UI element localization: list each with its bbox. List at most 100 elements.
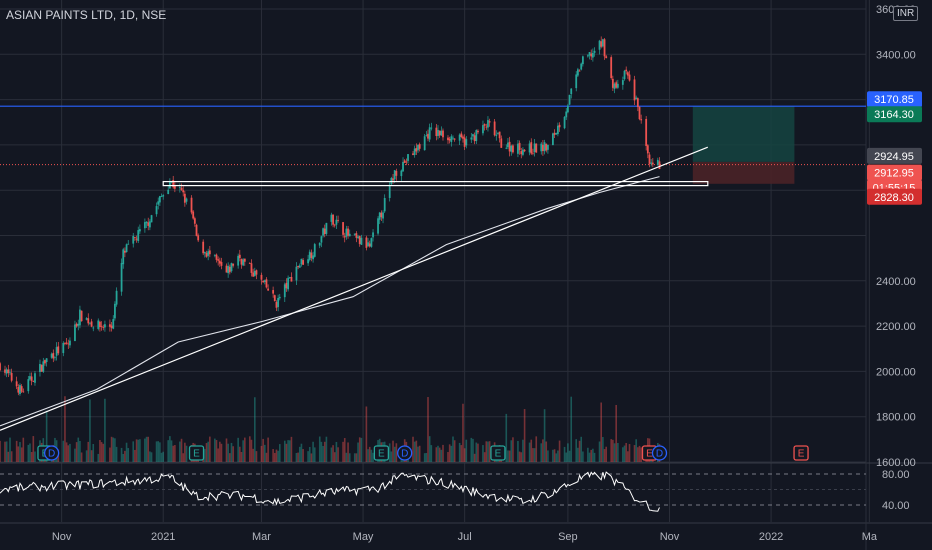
volume-bar: [440, 449, 443, 462]
earnings-icon: [793, 445, 809, 461]
price-badge-bg: [867, 188, 922, 205]
price-badge: 2912.95: [867, 164, 922, 181]
volume-bar: [229, 453, 231, 462]
volume-bar: [237, 437, 239, 462]
candle-body: [250, 263, 253, 273]
volume-bar: [427, 397, 429, 462]
volume-bar: [633, 445, 636, 462]
volume-bar: [345, 452, 348, 462]
price-badge-text: 3164.30: [874, 109, 914, 121]
volume-bar: [85, 450, 88, 462]
candle-body: [427, 133, 429, 139]
volume-bar: [617, 442, 619, 462]
candle-body: [110, 325, 113, 328]
earnings-icon: [490, 445, 506, 461]
candle-body: [275, 302, 278, 308]
candle-body: [507, 142, 509, 148]
volume-bar: [9, 437, 11, 462]
rsi-pane: 80.00 40.00: [0, 469, 910, 512]
volume-bar: [485, 441, 488, 462]
candle-body: [145, 221, 148, 224]
volume-bar: [437, 445, 439, 462]
candle-body: [355, 233, 358, 238]
candle-body: [205, 252, 208, 257]
volume-bar: [77, 437, 80, 462]
volume-bar: [477, 443, 479, 462]
volume-bar: [75, 442, 78, 462]
candle-body: [343, 236, 346, 238]
volume-bar: [627, 451, 629, 462]
volume-bar: [260, 445, 263, 462]
candle-body: [195, 224, 198, 236]
volume-bar: [438, 447, 441, 462]
volume-bar: [628, 444, 631, 462]
candle-body: [74, 324, 76, 342]
price-badge-text: 2924.95: [874, 151, 914, 163]
volume-bar: [545, 441, 548, 462]
candle-body: [0, 363, 1, 371]
candle-body: [79, 309, 81, 326]
time-tick-label: 2021: [151, 531, 175, 543]
volume-bar: [487, 441, 489, 462]
candle-body: [610, 57, 613, 78]
volume-bar: [517, 440, 519, 462]
volume-bar: [99, 440, 101, 462]
trend-line: [0, 146, 709, 431]
volume-bar: [558, 440, 561, 462]
volume-bar: [109, 447, 111, 462]
volume-bar: [547, 450, 549, 462]
candle-body: [158, 196, 161, 203]
candle-body: [403, 160, 406, 163]
volume-bar: [555, 453, 558, 462]
volume-bar: [368, 446, 371, 462]
candle-body: [310, 252, 313, 258]
candle-body: [616, 83, 619, 88]
candle-body: [115, 290, 118, 305]
price-badge-text: 2828.30: [874, 192, 914, 204]
volume-bar: [139, 439, 141, 462]
volume-bar: [423, 453, 426, 462]
event-marker-label: E: [378, 449, 385, 460]
candle-body: [252, 272, 255, 277]
candle-body: [473, 135, 476, 142]
candle-body: [137, 230, 140, 242]
candle-body: [242, 259, 245, 266]
volume-bar: [45, 410, 48, 462]
currency-label[interactable]: INR: [893, 6, 919, 21]
candle-body: [19, 385, 21, 395]
candle-body: [67, 343, 70, 345]
event-marker-e: E: [490, 445, 506, 461]
volume-bar: [145, 436, 148, 462]
candle-body: [109, 324, 111, 327]
event-marker-label: D: [401, 449, 408, 460]
candle-body: [39, 363, 41, 372]
volume-bar: [510, 440, 513, 462]
volume-bar: [523, 409, 526, 462]
candle-body: [114, 303, 116, 319]
price-badge-bg: [867, 106, 922, 123]
candle-body: [348, 233, 351, 237]
candle-body: [230, 263, 233, 272]
volume-bar: [157, 441, 160, 462]
event-marker-label: D: [656, 449, 663, 460]
candle-body: [383, 197, 386, 212]
volume-bar: [20, 447, 23, 462]
volume-bar: [214, 438, 216, 462]
candle-body: [337, 220, 339, 221]
candle-body: [322, 228, 324, 236]
volume-bar: [372, 452, 374, 462]
candle-body: [5, 369, 8, 374]
candle-body: [178, 187, 181, 189]
candle-body: [202, 241, 205, 254]
volume-bar: [357, 442, 359, 462]
price-badge-text: 2912.95: [874, 168, 914, 180]
symbol-title[interactable]: ASIAN PAINTS LTD, 1D, NSE: [6, 8, 167, 22]
candle-body: [400, 170, 403, 177]
volume-bar: [277, 450, 279, 462]
volume-bar: [528, 442, 531, 462]
event-marker-label: D: [48, 449, 55, 460]
dividend-icon: [651, 445, 668, 461]
volume-bar: [325, 436, 328, 462]
volume-bar: [283, 440, 286, 462]
